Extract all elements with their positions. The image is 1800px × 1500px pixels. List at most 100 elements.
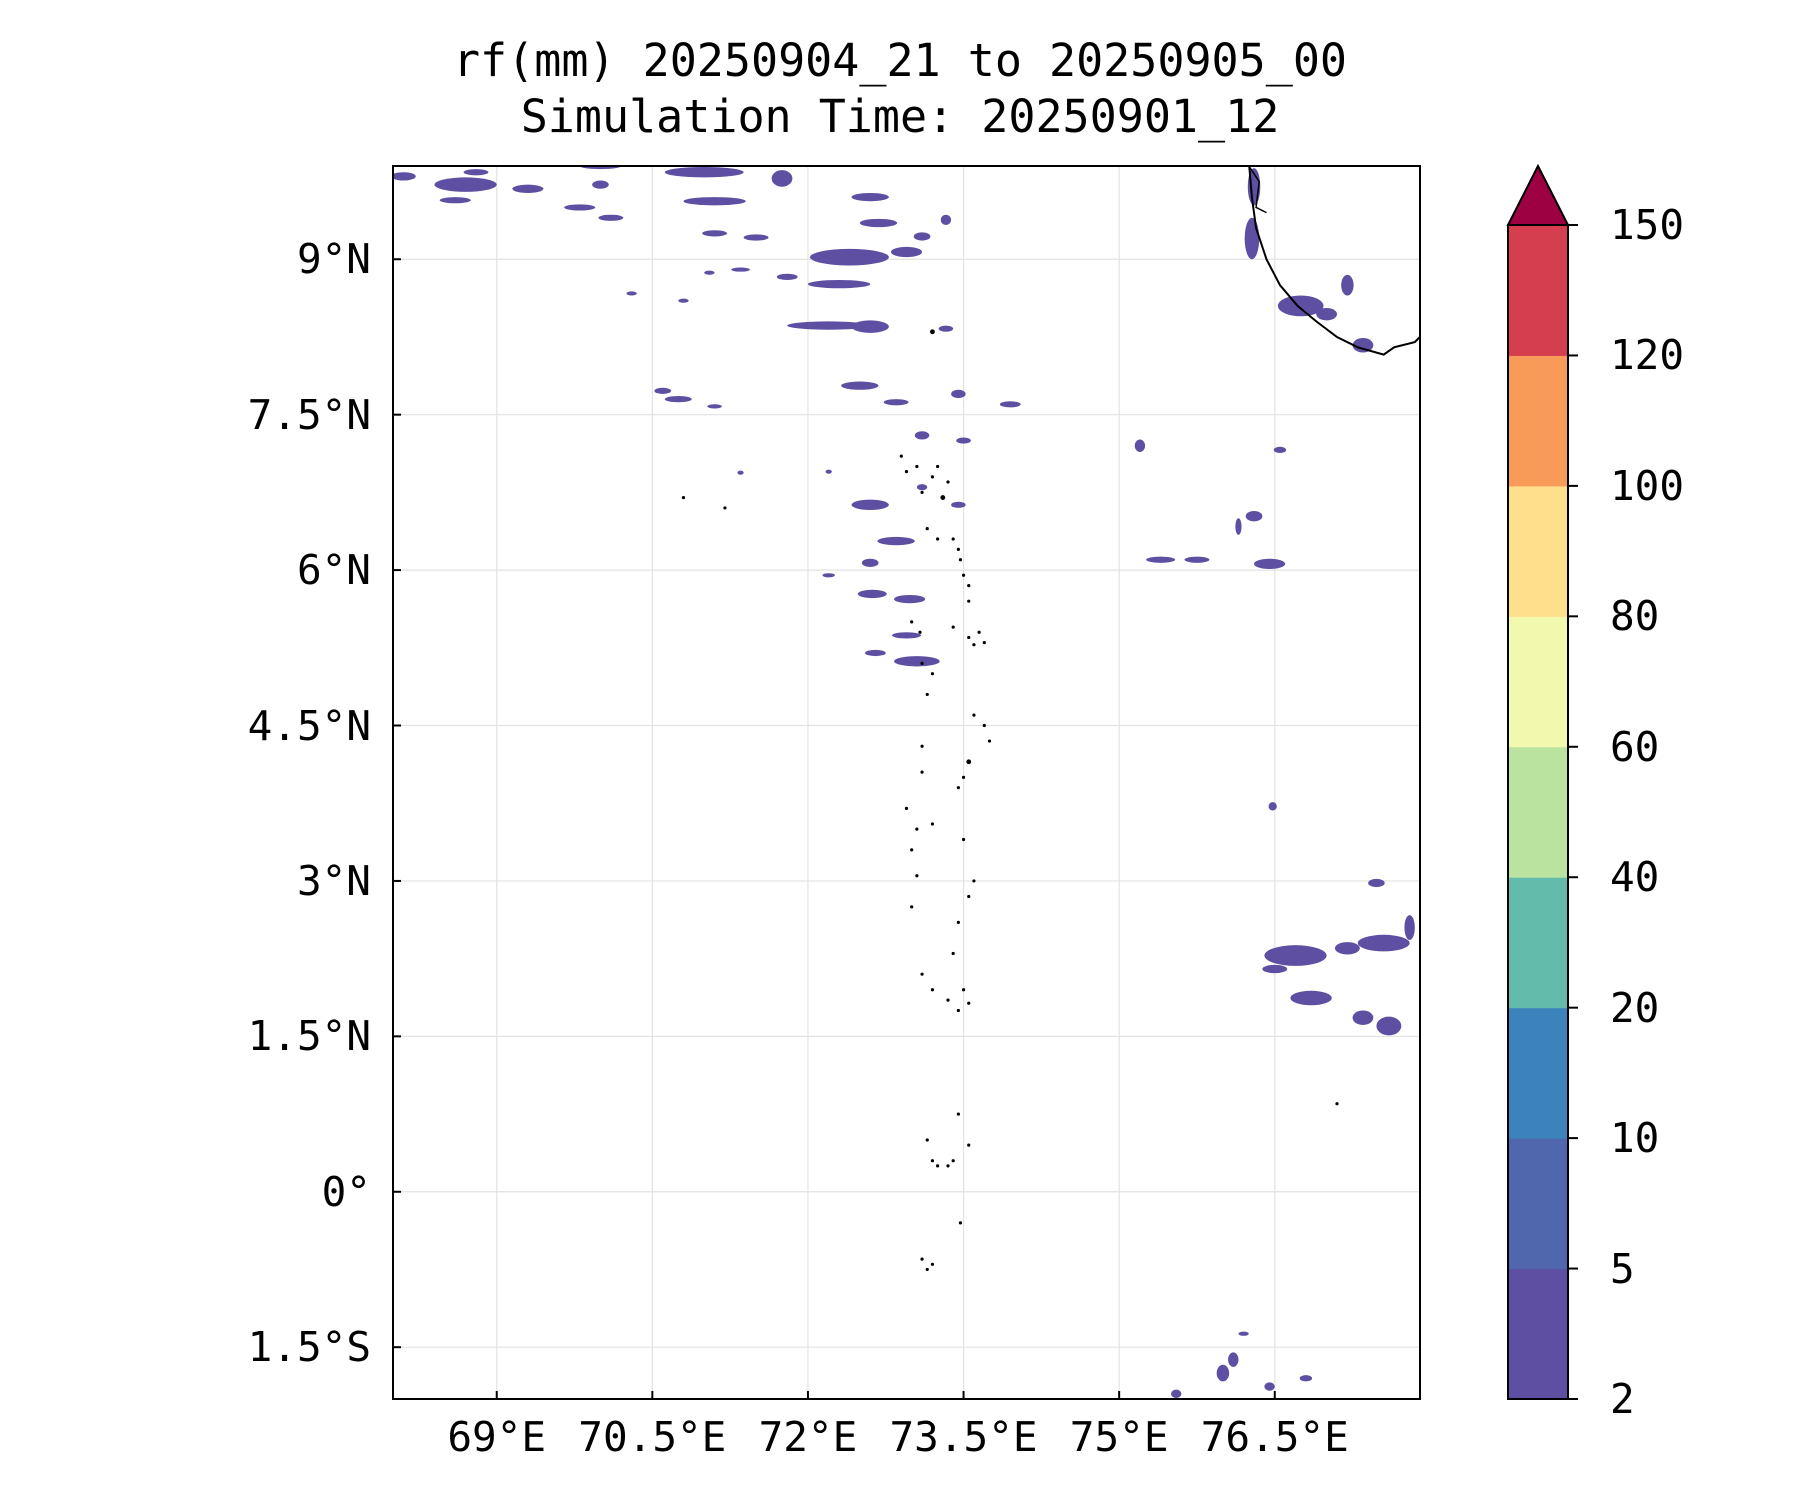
rain-patch [877, 536, 915, 546]
colorbar-label: 60 [1610, 722, 1660, 771]
rain-patch [439, 197, 471, 204]
island-dot [899, 454, 903, 458]
island-dot [946, 480, 950, 484]
rain-patch [1352, 337, 1374, 353]
rain-patch [883, 399, 909, 406]
rain-patch [678, 298, 689, 303]
rain-patch [1341, 274, 1354, 296]
island-dot [961, 573, 966, 577]
rain-patch [1245, 511, 1263, 522]
rain-patch [1264, 1382, 1275, 1391]
colorbar-label: 40 [1610, 853, 1660, 902]
island-dot [951, 951, 955, 956]
rain-patch [916, 484, 928, 491]
rain-patch [1235, 518, 1242, 535]
island-dot [967, 1143, 971, 1147]
rain-patch [1290, 990, 1332, 1006]
island-dot [987, 739, 992, 743]
rain-patch [626, 291, 637, 296]
rain-patch [851, 320, 889, 333]
rain-patch [771, 170, 793, 187]
island-dot [961, 775, 966, 779]
island-dot [940, 495, 946, 500]
island-dot [972, 643, 976, 647]
rain-patch [393, 172, 416, 181]
island-dot [925, 692, 929, 697]
island-dot [956, 920, 960, 924]
rain-patch [810, 248, 889, 266]
lat-label: 1.5°S [247, 1323, 371, 1372]
rain-patch [683, 197, 746, 206]
rain-patch [914, 431, 930, 440]
island-dot [915, 874, 919, 878]
island-dot [967, 894, 971, 899]
rain-patch [951, 389, 966, 399]
colorbar-label: 80 [1610, 592, 1660, 641]
lon-label: 73.5°E [889, 1413, 1038, 1461]
island-dot [930, 329, 935, 335]
island-dot [967, 1001, 971, 1005]
colorbar-segment [1508, 1007, 1568, 1139]
rain-patch [664, 167, 744, 178]
rain-patch [938, 325, 954, 332]
rain-patch [1352, 1010, 1374, 1025]
rain-patch [825, 469, 832, 474]
india-coastline [1248, 166, 1420, 356]
rain-patch [807, 279, 871, 289]
lon-label: 76.5°E [1200, 1413, 1349, 1461]
rain-patch [851, 192, 889, 202]
island-dot [936, 1164, 940, 1168]
lon-label: 70.5°E [578, 1413, 727, 1461]
rain-patch [1254, 558, 1286, 570]
rain-patch [434, 177, 497, 192]
colorbar-label: 150 [1610, 201, 1685, 249]
island-dot [956, 786, 960, 790]
colorbar-segment [1508, 485, 1568, 617]
colorbar-frame [1507, 224, 1569, 1400]
rain-patch [1334, 942, 1360, 955]
rain-patch [1277, 295, 1324, 317]
colorbar-label: 120 [1610, 331, 1685, 380]
island-dot [920, 661, 924, 665]
rain-patch [859, 218, 898, 228]
island-dot [920, 744, 924, 748]
rain-patch [1238, 1331, 1249, 1336]
island-dot [967, 635, 971, 640]
island-dot [982, 641, 986, 645]
island-dot [904, 470, 909, 474]
colorbar-segment [1508, 225, 1568, 356]
rain-patch [731, 267, 750, 272]
colorbar [1506, 163, 1578, 1400]
rain-patch [913, 232, 931, 241]
island-dot [972, 713, 976, 717]
rain-patch [890, 246, 923, 258]
colorbar-extend-arrow [1506, 163, 1570, 226]
chart-title: rf(mm) 20250904_21 to 20250905_00 [452, 34, 1348, 87]
island-dot [681, 495, 686, 500]
colorbar-segment [1508, 877, 1568, 1009]
rain-patch [564, 204, 596, 211]
rain-patch [707, 404, 722, 409]
island-dot [967, 599, 971, 603]
rain-patch [857, 589, 887, 599]
rain-patch [940, 214, 952, 226]
island-dot [930, 1159, 935, 1163]
rain-patch [894, 594, 926, 604]
rain-patch [1299, 1375, 1313, 1382]
rain-patch [787, 321, 871, 330]
rain-patch [956, 437, 971, 444]
rain-patch [841, 381, 879, 390]
colorbar-label: 20 [1610, 983, 1660, 1032]
island-dot [961, 837, 966, 842]
island-dot [723, 506, 727, 510]
rain-patch [1216, 1364, 1230, 1382]
island-dot [956, 1112, 960, 1116]
rain-patch [1262, 964, 1288, 974]
rain-patch [1268, 802, 1277, 811]
lon-label: 75°E [1069, 1413, 1169, 1461]
island-dot [946, 1164, 950, 1168]
island-dot [920, 1257, 924, 1261]
colorbar-segment [1508, 1138, 1568, 1270]
rain-patch [865, 649, 886, 657]
rain-patch [654, 387, 672, 394]
